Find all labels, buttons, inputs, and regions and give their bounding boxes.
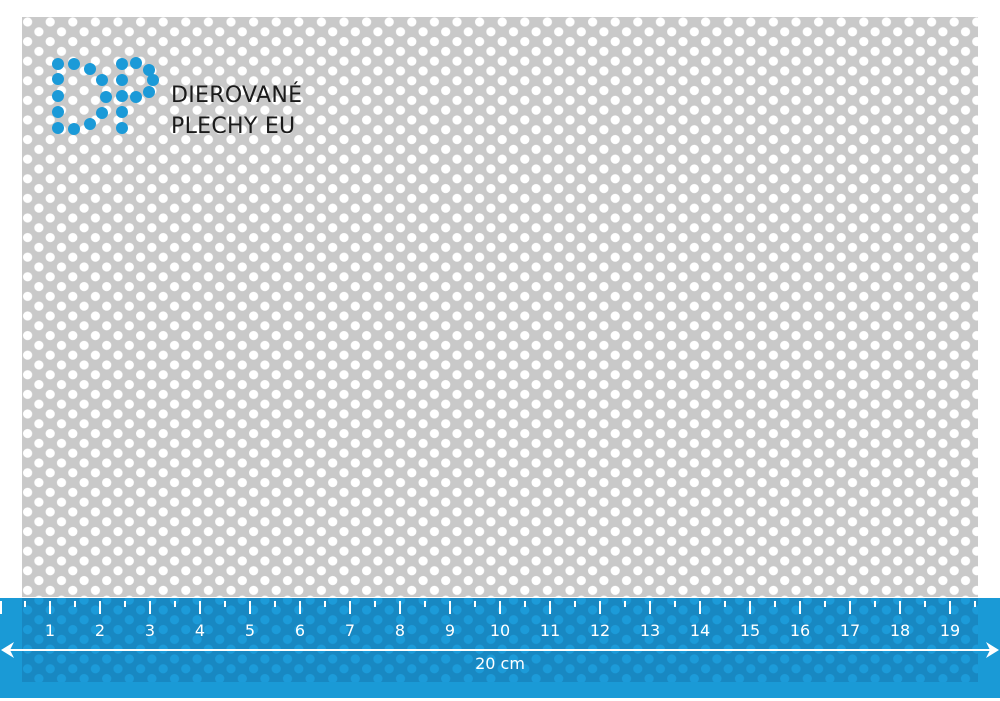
logo-dot (143, 86, 155, 98)
ruler-label: 17 (839, 621, 861, 640)
ruler-label: 6 (294, 621, 306, 640)
logo-dot (100, 91, 112, 103)
logo-dot (116, 106, 128, 118)
logo-dot (52, 73, 64, 85)
dimension-arrow (1, 642, 999, 658)
logo-dots-icon (52, 57, 159, 135)
logo-dot (84, 118, 96, 130)
logo-dot (84, 63, 96, 75)
logo-dot (68, 123, 80, 135)
ruler-label: 3 (144, 621, 156, 640)
logo-dot (116, 122, 128, 134)
ruler-label: 14 (689, 621, 711, 640)
ruler-label: 10 (489, 621, 511, 640)
ruler-label: 7 (344, 621, 356, 640)
ruler-label: 11 (539, 621, 561, 640)
brand-line-2: PLECHY EU (171, 114, 296, 139)
ruler-label: 1 (44, 621, 56, 640)
logo-dot (130, 57, 142, 69)
logo-dot (52, 122, 64, 134)
ruler-label: 18 (889, 621, 911, 640)
logo-dot (116, 90, 128, 102)
logo-dot (52, 90, 64, 102)
ruler-label: 12 (589, 621, 611, 640)
logo-dot (52, 106, 64, 118)
logo-dot (130, 91, 142, 103)
ruler-label: 16 (789, 621, 811, 640)
logo-dot (143, 64, 155, 76)
logo-dot (96, 74, 108, 86)
logo-dot (52, 58, 64, 70)
ruler-label: 2 (94, 621, 106, 640)
ruler-label: 15 (739, 621, 761, 640)
logo-dot (147, 74, 159, 86)
brand-line-1: DIEROVANÉ (171, 83, 303, 108)
logo-dot (96, 107, 108, 119)
logo-dot (116, 58, 128, 70)
logo-dot (116, 74, 128, 86)
brand-name: DIEROVANÉ PLECHY EU (171, 80, 302, 142)
ruler-label: 19 (939, 621, 961, 640)
ruler-label: 8 (394, 621, 406, 640)
ruler-label: 9 (444, 621, 456, 640)
logo-dot (68, 58, 80, 70)
ruler-label: 5 (244, 621, 256, 640)
total-length-label: 20 cm (475, 654, 525, 673)
ruler-label: 13 (639, 621, 661, 640)
ruler-label: 4 (194, 621, 206, 640)
